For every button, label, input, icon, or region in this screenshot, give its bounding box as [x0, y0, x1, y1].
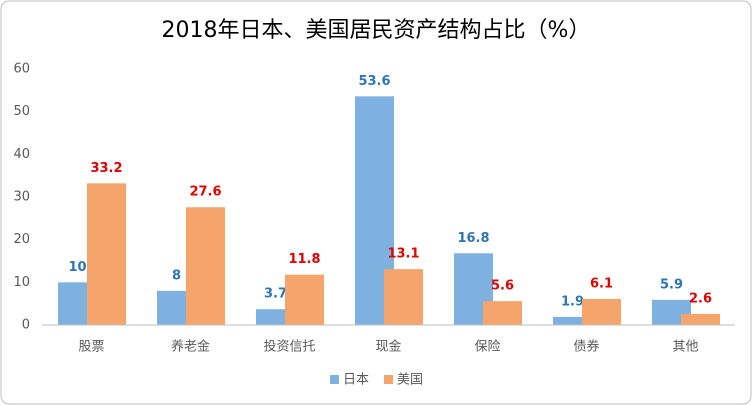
bar	[582, 298, 621, 325]
bar	[681, 313, 720, 325]
y-tick-label: 30	[13, 190, 30, 205]
value-label: 13.1	[387, 247, 419, 262]
y-tick-label: 40	[13, 147, 30, 162]
value-label: 6.1	[590, 276, 613, 291]
x-tick-label: 养老金	[171, 339, 210, 355]
x-tick-label: 投资信托	[263, 339, 315, 355]
legend-label: 美国	[397, 373, 423, 388]
y-tick-label: 20	[13, 232, 30, 247]
value-label: 10	[68, 260, 86, 275]
value-label: 53.6	[358, 74, 390, 89]
bar	[483, 301, 522, 325]
legend-swatch	[330, 375, 339, 384]
legend-swatch	[384, 375, 393, 384]
value-label: 11.8	[288, 252, 320, 267]
bar	[553, 316, 592, 325]
y-tick-label: 50	[13, 104, 30, 119]
x-tick-label: 现金	[375, 339, 401, 355]
legend-label: 日本	[343, 373, 369, 388]
bar	[186, 207, 225, 325]
value-label: 8	[172, 268, 181, 283]
x-tick-label: 保险	[474, 340, 500, 355]
value-label: 16.8	[457, 231, 489, 246]
x-tick-label: 股票	[78, 340, 104, 355]
value-label: 5.6	[491, 279, 514, 294]
y-tick-label: 60	[13, 62, 30, 77]
y-tick-label: 0	[22, 318, 30, 333]
value-label: 3.7	[264, 287, 287, 302]
bar	[87, 183, 126, 325]
value-label: 2.6	[689, 291, 712, 306]
bar	[285, 274, 324, 325]
value-label: 5.9	[660, 277, 683, 292]
chart-title: 2018年日本、美国居民资产结构占比（%）	[162, 18, 591, 43]
y-tick-label: 10	[13, 275, 30, 290]
value-label: 27.6	[189, 185, 221, 200]
bar	[384, 269, 423, 325]
value-label: 1.9	[561, 294, 584, 309]
value-label: 33.2	[90, 161, 122, 176]
x-tick-label: 债券	[573, 339, 599, 355]
x-tick-label: 其他	[672, 340, 698, 355]
